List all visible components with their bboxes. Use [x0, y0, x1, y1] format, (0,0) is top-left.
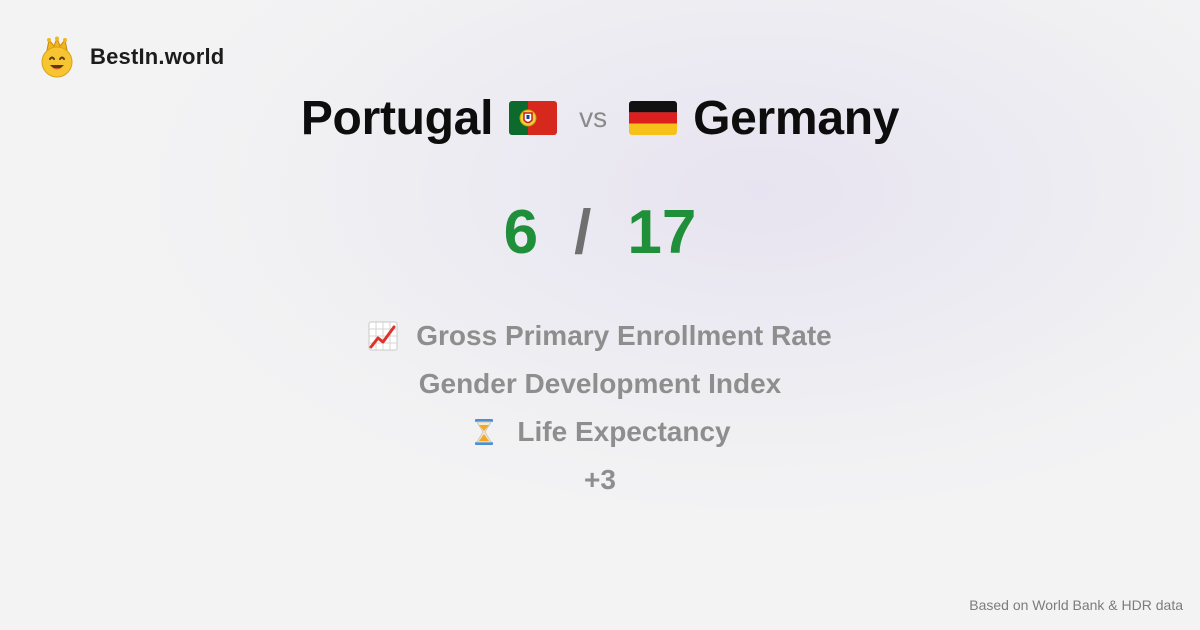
right-score: 17 [627, 197, 697, 267]
hourglass-icon [469, 417, 499, 447]
right-country-name: Germany [693, 91, 900, 145]
left-score: 6 [503, 197, 539, 267]
germany-flag-icon [629, 101, 678, 135]
metric-item: Gross Primary Enrollment Rate [0, 312, 1200, 360]
metric-item: Life Expectancy [0, 408, 1200, 456]
score-summary: 6 / 17 [0, 196, 1200, 268]
metric-label: Gross Primary Enrollment Rate [416, 320, 832, 351]
metric-item: Gender Development Index [0, 360, 1200, 408]
brand[interactable]: BestIn.world [38, 36, 224, 78]
score-separator: / [574, 197, 592, 267]
left-country-name: Portugal [300, 91, 494, 145]
chart-increasing-icon [368, 321, 398, 351]
crown-smiley-icon [41, 36, 73, 78]
metric-label: Life Expectancy [517, 416, 731, 447]
portugal-flag-icon [509, 101, 558, 135]
data-source-note: Based on World Bank & HDR data [969, 597, 1183, 613]
metric-label: Gender Development Index [418, 368, 782, 399]
brand-name: BestIn.world [90, 44, 225, 69]
more-metrics-count: +3 [0, 456, 1200, 504]
metric-label: +3 [584, 464, 616, 495]
vs-label: vs [579, 102, 608, 133]
comparison-title: Portugal vs Germany [0, 88, 1200, 148]
metric-list: Gross Primary Enrollment Rate Gender Dev… [0, 312, 1200, 504]
